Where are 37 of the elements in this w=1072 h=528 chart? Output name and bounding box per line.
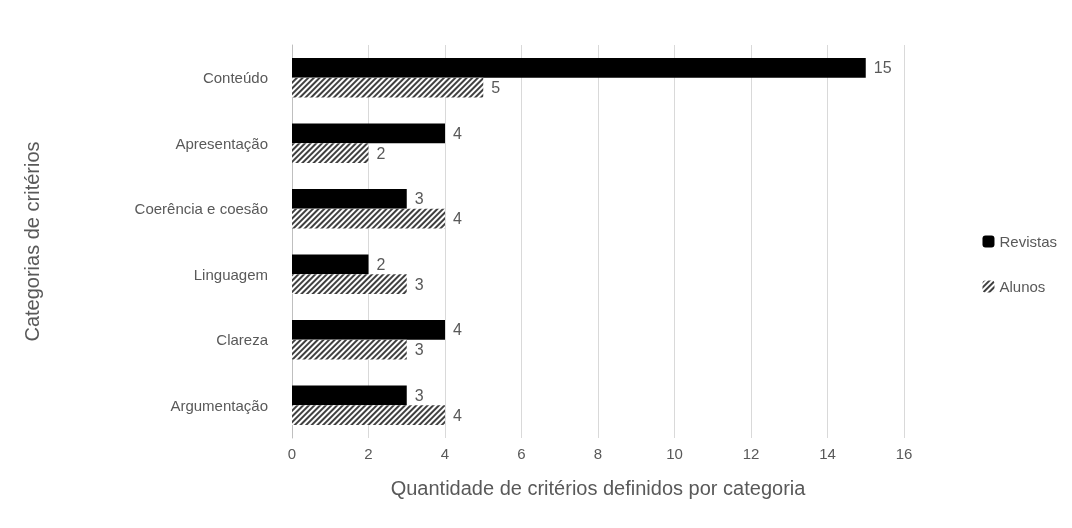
- data-label: 15: [873, 59, 892, 77]
- legend-label: Alunos: [999, 278, 1046, 295]
- data-label: 3: [414, 341, 424, 359]
- y-tick-label: Apresentação: [175, 134, 268, 152]
- data-label: 4: [453, 124, 462, 142]
- bar: [292, 58, 866, 78]
- y-tick-label: Linguagem: [193, 265, 268, 283]
- x-tick-label: 6: [517, 445, 526, 462]
- y-axis-title: Categorias de critérios: [21, 141, 43, 342]
- data-label: 3: [414, 190, 424, 208]
- data-label: 2: [376, 144, 386, 162]
- y-tick-label: Conteúdo: [202, 69, 268, 87]
- bar: [292, 320, 445, 340]
- x-tick-label: 4: [440, 445, 450, 462]
- x-axis-title: Quantidade de critérios definidos por categoria: [390, 477, 807, 499]
- x-tick-label: 2: [364, 445, 373, 462]
- legend-label: Revistas: [999, 233, 1058, 250]
- y-tick-label: Clareza: [216, 331, 269, 349]
- x-tick-label: 16: [895, 445, 913, 462]
- data-label: 3: [414, 275, 424, 293]
- bar: [292, 385, 407, 406]
- data-label: 2: [376, 255, 386, 273]
- y-tick-label: Coerência e coesão: [134, 200, 268, 218]
- bar: [292, 123, 445, 144]
- bar: [292, 189, 407, 209]
- x-tick-label: 14: [819, 445, 836, 462]
- data-label: 5: [491, 79, 501, 97]
- bar: [292, 254, 369, 275]
- x-tick-label: 0: [287, 445, 297, 462]
- x-tick-label: 12: [742, 445, 760, 462]
- x-tick-label: 10: [666, 445, 683, 462]
- data-label: 3: [414, 386, 424, 404]
- data-label: 4: [453, 321, 462, 339]
- x-tick-label: 8: [593, 445, 603, 462]
- y-tick-label: Argumentação: [170, 396, 268, 414]
- data-label: 4: [453, 210, 462, 228]
- data-label: 4: [453, 406, 462, 424]
